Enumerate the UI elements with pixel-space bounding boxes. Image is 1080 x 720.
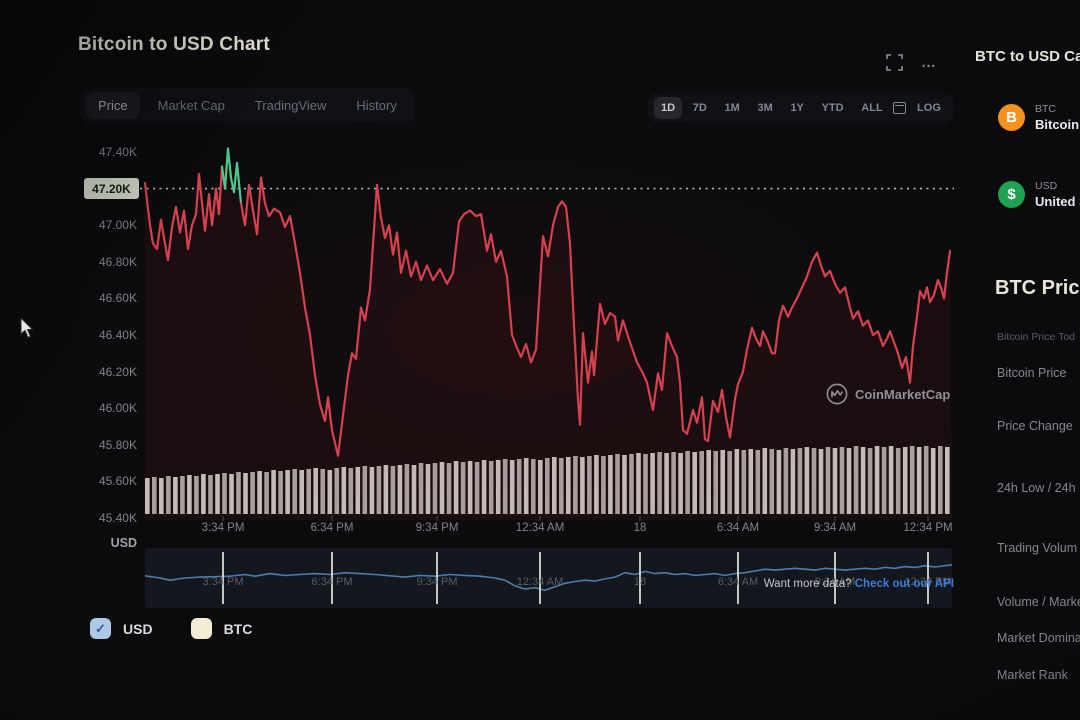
x-axis-label: 12:34 AM bbox=[515, 522, 565, 534]
y-axis-label: 46.40K bbox=[98, 328, 137, 342]
y-axis-unit-label: USD bbox=[110, 536, 137, 550]
watermark: CoinMarketCap bbox=[826, 383, 950, 405]
x-axis-label: 9:34 PM bbox=[415, 522, 459, 534]
tab-price[interactable]: Price bbox=[86, 92, 140, 119]
x-axis-label: 9:34 AM bbox=[813, 522, 857, 534]
tab-history[interactable]: History bbox=[356, 98, 397, 113]
stat-row: Trading Volum bbox=[997, 541, 1078, 555]
legend-label: USD bbox=[123, 620, 153, 637]
chart-tabs: Price Market Cap TradingView History bbox=[80, 88, 415, 123]
range-button-1m[interactable]: 1M bbox=[724, 102, 740, 114]
navigator-label: 6:34 PM bbox=[311, 576, 353, 588]
x-axis-label: 18 bbox=[633, 522, 647, 534]
more-options-icon[interactable]: … bbox=[921, 54, 937, 71]
range-button-1y[interactable]: 1Y bbox=[790, 102, 804, 114]
legend-label: BTC bbox=[223, 620, 253, 637]
dollar-icon: $ bbox=[998, 181, 1025, 208]
navigator-label: 9:34 PM bbox=[416, 576, 458, 588]
x-axis-label: 6:34 PM bbox=[310, 522, 354, 534]
api-promo: Want more data? Check out our API bbox=[752, 578, 954, 590]
converter-title: BTC to USD Ca bbox=[975, 48, 1080, 65]
navigator-label: 18 bbox=[633, 576, 647, 588]
time-range-toolbar: 1D 7D 1M 3M 1Y YTD ALL LOG bbox=[648, 93, 954, 123]
y-axis-label: 45.80K bbox=[98, 437, 137, 452]
y-axis-label: 47.40K bbox=[98, 145, 137, 159]
y-axis-label: 45.60K bbox=[98, 474, 137, 489]
range-button-all[interactable]: ALL bbox=[861, 102, 883, 114]
range-button-7d[interactable]: 7D bbox=[692, 102, 707, 114]
y-axis-label: 46.20K bbox=[98, 364, 137, 379]
stat-row: Volume / Marke bbox=[997, 595, 1080, 609]
x-axis-label: 3:34 PM bbox=[201, 522, 245, 534]
legend-item-usd[interactable]: ✓ USD bbox=[90, 618, 153, 639]
stats-subtitle: Bitcoin Price Tod bbox=[997, 331, 1076, 343]
stat-row: Market Rank bbox=[997, 668, 1068, 682]
watermark-label: CoinMarketCap bbox=[855, 386, 951, 402]
x-axis-label: 6:34 AM bbox=[716, 522, 760, 534]
range-button-ytd[interactable]: YTD bbox=[821, 102, 844, 114]
stat-row: 24h Low / 24h bbox=[997, 481, 1076, 495]
asset-symbol: BTC bbox=[1035, 103, 1056, 115]
navigator-label: 12:34 AM bbox=[516, 576, 564, 588]
legend-checkbox-btc[interactable] bbox=[190, 618, 212, 639]
stat-row: Price Change bbox=[997, 419, 1073, 433]
stats-title: BTC Price bbox=[995, 277, 1080, 299]
legend-item-btc[interactable]: BTC bbox=[190, 618, 253, 639]
y-axis-label: 46.80K bbox=[98, 254, 137, 269]
log-scale-button[interactable]: LOG bbox=[917, 102, 941, 114]
current-price-badge: 47.20K bbox=[84, 178, 139, 199]
range-button-3m[interactable]: 3M bbox=[757, 102, 773, 114]
converter-asset-usd[interactable]: $ USD United St bbox=[998, 180, 1080, 209]
stat-row: Bitcoin Price bbox=[997, 366, 1067, 380]
x-axis-label: 12:34 PM bbox=[903, 522, 953, 534]
y-axis-label: 46.60K bbox=[98, 291, 137, 306]
range-button-1d[interactable]: 1D bbox=[654, 97, 683, 119]
coinmarketcap-logo-icon bbox=[826, 383, 848, 405]
navigator-label: 3:34 PM bbox=[202, 576, 244, 588]
y-axis-label: 45.40K bbox=[98, 511, 137, 525]
api-promo-link[interactable]: Check out our API bbox=[854, 578, 954, 590]
y-axis-label: 47.00K bbox=[98, 218, 137, 233]
bitcoin-icon: B bbox=[998, 104, 1025, 131]
stat-row: Market Domina bbox=[997, 631, 1080, 645]
tab-tradingview[interactable]: TradingView bbox=[254, 98, 327, 113]
y-axis-label: 46.00K bbox=[98, 401, 137, 416]
currency-legend: ✓ USD BTC bbox=[90, 618, 252, 639]
calendar-icon[interactable] bbox=[893, 102, 907, 114]
asset-symbol: USD bbox=[1035, 180, 1058, 192]
mouse-cursor bbox=[20, 318, 34, 339]
api-promo-text: Want more data? bbox=[763, 578, 852, 590]
asset-name: United St bbox=[1035, 194, 1080, 209]
asset-name: Bitcoin bbox=[1035, 117, 1080, 132]
fullscreen-icon[interactable] bbox=[886, 54, 903, 71]
legend-checkbox-usd[interactable]: ✓ bbox=[90, 618, 111, 639]
tab-market-cap[interactable]: Market Cap bbox=[157, 98, 225, 113]
page-title: Bitcoin to USD Chart bbox=[78, 34, 270, 55]
converter-asset-btc[interactable]: B BTC Bitcoin bbox=[998, 103, 1079, 132]
